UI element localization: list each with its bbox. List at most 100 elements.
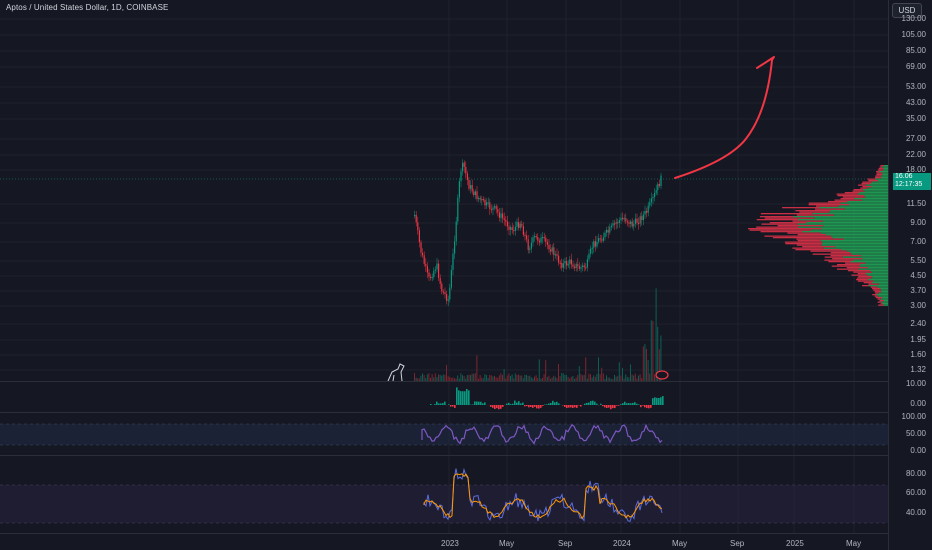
price-tick: 35.00 (905, 114, 926, 123)
pane-separator[interactable] (0, 455, 888, 456)
macd-histogram-bar (462, 391, 464, 405)
macd-histogram-bar (570, 405, 572, 408)
currency-button[interactable]: USD (892, 3, 922, 18)
volume-profile-bar (822, 241, 888, 243)
volume-bar (612, 378, 614, 381)
volume-profile-bar (764, 217, 815, 219)
macd-histogram-bar (440, 403, 442, 405)
price-tick: 43.00 (905, 98, 926, 107)
volume-profile-bar (842, 196, 866, 198)
candle (428, 272, 430, 277)
volume-bar (625, 374, 627, 381)
candle (481, 199, 483, 201)
candle (550, 249, 552, 252)
volume-profile-bar (821, 243, 888, 245)
volume-profile-bar (799, 211, 830, 213)
volume-bar (660, 335, 662, 381)
macd-histogram-bar (456, 387, 458, 405)
price-tick: 85.00 (905, 46, 926, 55)
volume-bar (438, 374, 439, 381)
dinosaur-icon (387, 363, 405, 382)
price-axis[interactable] (888, 0, 932, 550)
macd-histogram-bar (608, 405, 610, 408)
pane-separator[interactable] (0, 533, 888, 534)
candle (604, 232, 606, 238)
candle (479, 197, 481, 200)
volume-profile-bar (881, 291, 888, 293)
price-tick: 69.00 (905, 62, 926, 71)
price-tick: 3.70 (910, 286, 926, 295)
candle (649, 202, 651, 206)
volume-profile-bar (851, 253, 888, 255)
volume-profile-bar (878, 168, 884, 170)
candle (542, 237, 544, 239)
volume-profile-bar (868, 283, 879, 285)
volume-bar (426, 374, 428, 381)
candle (588, 253, 590, 260)
candle (548, 244, 550, 250)
volume-bar (425, 378, 427, 381)
macd-histogram-bar (604, 405, 606, 408)
volume-profile-bar (865, 184, 888, 186)
volume-profile-bar (830, 255, 862, 257)
volume-profile-bar (806, 222, 888, 224)
volume-profile-bar (808, 202, 841, 204)
candle (631, 221, 633, 227)
macd-histogram-bar (566, 405, 568, 409)
candle (609, 227, 611, 233)
volume-profile-bar (831, 265, 860, 267)
volume-bar (505, 378, 507, 381)
candle (524, 234, 526, 236)
macd-histogram-bar (534, 405, 536, 407)
volume-bar (532, 378, 534, 381)
volume-bar (503, 369, 505, 381)
volume-profile-bar (870, 183, 888, 185)
candle (497, 209, 499, 213)
candle (654, 192, 656, 197)
volume-profile-bar (867, 178, 876, 180)
macd-histogram-bar (554, 402, 556, 405)
macd-histogram-bar (564, 405, 566, 407)
volume-bar (430, 377, 431, 381)
candle (577, 264, 579, 267)
volume-profile-bar (796, 244, 822, 246)
volume-profile-bar (859, 192, 888, 194)
macd-histogram-bar (478, 401, 480, 405)
macd-histogram-bar (450, 405, 452, 407)
volume-bar (606, 375, 607, 381)
volume-profile-bar (865, 273, 888, 275)
pane-separator[interactable] (0, 412, 888, 413)
candle (506, 221, 508, 227)
volume-bar (559, 376, 561, 381)
candle (441, 283, 443, 292)
candle (546, 241, 548, 245)
volume-profile-bar (879, 166, 883, 168)
candle (510, 227, 512, 230)
candle (438, 263, 440, 279)
pane-separator[interactable] (0, 381, 888, 382)
volume-profile-bar (824, 256, 843, 258)
volume-bar (497, 377, 499, 381)
volume-profile-bar (769, 222, 807, 224)
volume-profile-bar (875, 297, 883, 299)
volume-bar (460, 373, 462, 381)
macd-histogram-bar (574, 405, 576, 408)
candle (519, 223, 521, 228)
volume-bar (487, 378, 489, 381)
candle (636, 218, 638, 223)
volume-profile-bar (864, 195, 888, 197)
volume-profile-bar (845, 262, 866, 264)
volume-profile-bar (832, 237, 888, 239)
volume-profile-bar (883, 304, 888, 306)
volume-bar (471, 373, 473, 381)
candle (630, 221, 632, 224)
candle (442, 291, 444, 293)
volume-bar (518, 374, 519, 381)
macd-histogram-bar (524, 405, 526, 407)
candle (625, 218, 627, 222)
candle (470, 185, 472, 189)
volume-profile-bar (880, 303, 883, 305)
volume-bar (441, 375, 443, 381)
